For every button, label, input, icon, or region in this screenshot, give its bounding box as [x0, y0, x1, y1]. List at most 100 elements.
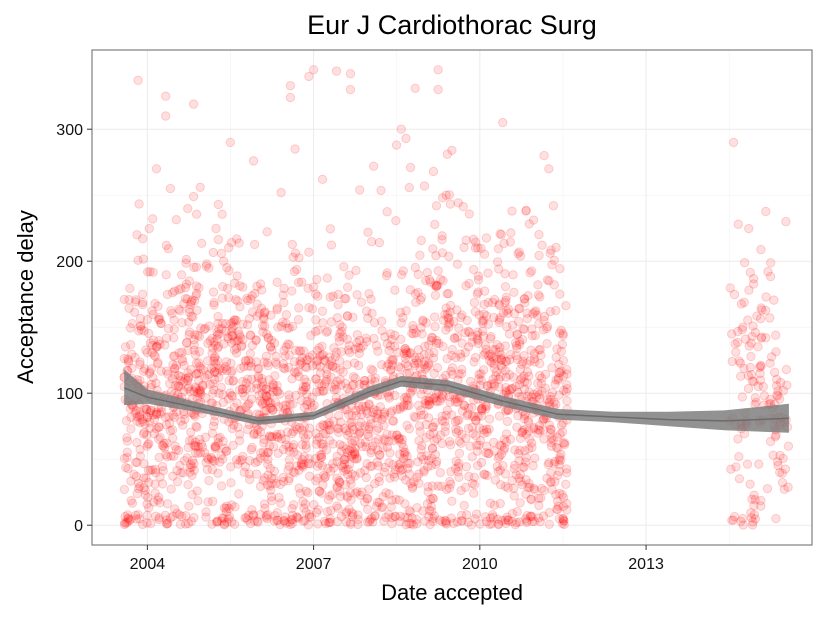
- data-point: [217, 513, 227, 523]
- data-point: [324, 418, 334, 428]
- data-point: [313, 355, 323, 365]
- data-point: [427, 481, 438, 491]
- data-point: [269, 338, 280, 348]
- data-point: [398, 313, 408, 323]
- data-point: [461, 462, 472, 472]
- data-point: [483, 268, 493, 278]
- data-point: [348, 372, 359, 382]
- y-tick-label: 300: [56, 122, 83, 139]
- data-point: [314, 378, 324, 389]
- data-point: [519, 377, 530, 387]
- data-point: [519, 294, 530, 304]
- data-point: [281, 518, 291, 528]
- data-point: [150, 511, 161, 521]
- data-point: [507, 206, 517, 216]
- data-point: [224, 503, 234, 514]
- data-point: [227, 423, 237, 434]
- data-point: [366, 513, 377, 523]
- data-point: [335, 374, 345, 385]
- data-point: [409, 411, 419, 422]
- data-point: [496, 353, 506, 363]
- data-point: [132, 457, 142, 468]
- data-point: [298, 516, 308, 526]
- data-point: [289, 266, 300, 277]
- data-point: [735, 371, 746, 381]
- data-point: [502, 512, 512, 522]
- data-point: [470, 243, 481, 253]
- data-point: [147, 340, 158, 351]
- data-point: [311, 507, 322, 518]
- data-point: [486, 379, 496, 389]
- data-point: [272, 508, 282, 518]
- data-point: [263, 333, 274, 343]
- data-point: [446, 350, 457, 361]
- data-point: [493, 466, 503, 477]
- data-point: [228, 440, 238, 451]
- data-point: [558, 513, 568, 524]
- data-point: [552, 496, 563, 506]
- data-point: [212, 368, 222, 378]
- data-point: [209, 300, 219, 310]
- data-point: [275, 479, 286, 490]
- data-point: [433, 65, 443, 75]
- data-point: [232, 234, 242, 244]
- data-point: [168, 410, 178, 420]
- data-point: [748, 279, 759, 289]
- data-point: [523, 415, 533, 426]
- data-point: [280, 512, 290, 522]
- data-point: [441, 519, 452, 529]
- data-point: [183, 368, 193, 378]
- data-point: [145, 408, 155, 418]
- data-point: [445, 300, 456, 311]
- data-point: [554, 466, 564, 477]
- data-point: [531, 306, 541, 316]
- data-point: [511, 381, 521, 392]
- data-point: [188, 312, 198, 322]
- data-point: [493, 519, 504, 530]
- data-point: [190, 330, 200, 340]
- data-point: [416, 405, 426, 416]
- data-point: [446, 479, 456, 489]
- data-point: [152, 407, 162, 418]
- data-point: [405, 507, 416, 517]
- data-point: [279, 283, 289, 294]
- data-point: [341, 517, 351, 527]
- data-point: [288, 440, 299, 450]
- data-point: [534, 250, 544, 261]
- data-point: [183, 383, 193, 394]
- data-point: [282, 323, 293, 333]
- data-point: [264, 398, 274, 408]
- data-point: [280, 404, 291, 414]
- data-point: [183, 203, 193, 214]
- data-point: [183, 479, 193, 490]
- data-point: [514, 304, 524, 314]
- data-point: [780, 464, 791, 474]
- data-point: [141, 404, 152, 415]
- data-point: [210, 441, 220, 452]
- data-point: [217, 209, 227, 220]
- data-point: [457, 310, 467, 320]
- data-point: [303, 487, 313, 498]
- data-point: [515, 445, 525, 456]
- data-point: [514, 473, 524, 483]
- data-point: [333, 300, 343, 310]
- data-point: [534, 420, 545, 431]
- data-point: [123, 357, 134, 368]
- data-point: [475, 519, 485, 529]
- data-point: [469, 488, 479, 498]
- data-point: [329, 343, 339, 353]
- data-point: [357, 487, 367, 497]
- data-point: [269, 387, 279, 397]
- data-point: [348, 425, 359, 435]
- data-point: [210, 441, 221, 451]
- data-point: [301, 355, 312, 366]
- data-point: [247, 291, 257, 301]
- data-point: [170, 441, 180, 451]
- data-point: [328, 463, 339, 473]
- data-point: [300, 434, 311, 444]
- data-point: [750, 327, 761, 338]
- data-point: [252, 299, 262, 309]
- y-tick-label: 100: [56, 386, 83, 403]
- data-point: [394, 462, 405, 473]
- data-point: [193, 496, 203, 506]
